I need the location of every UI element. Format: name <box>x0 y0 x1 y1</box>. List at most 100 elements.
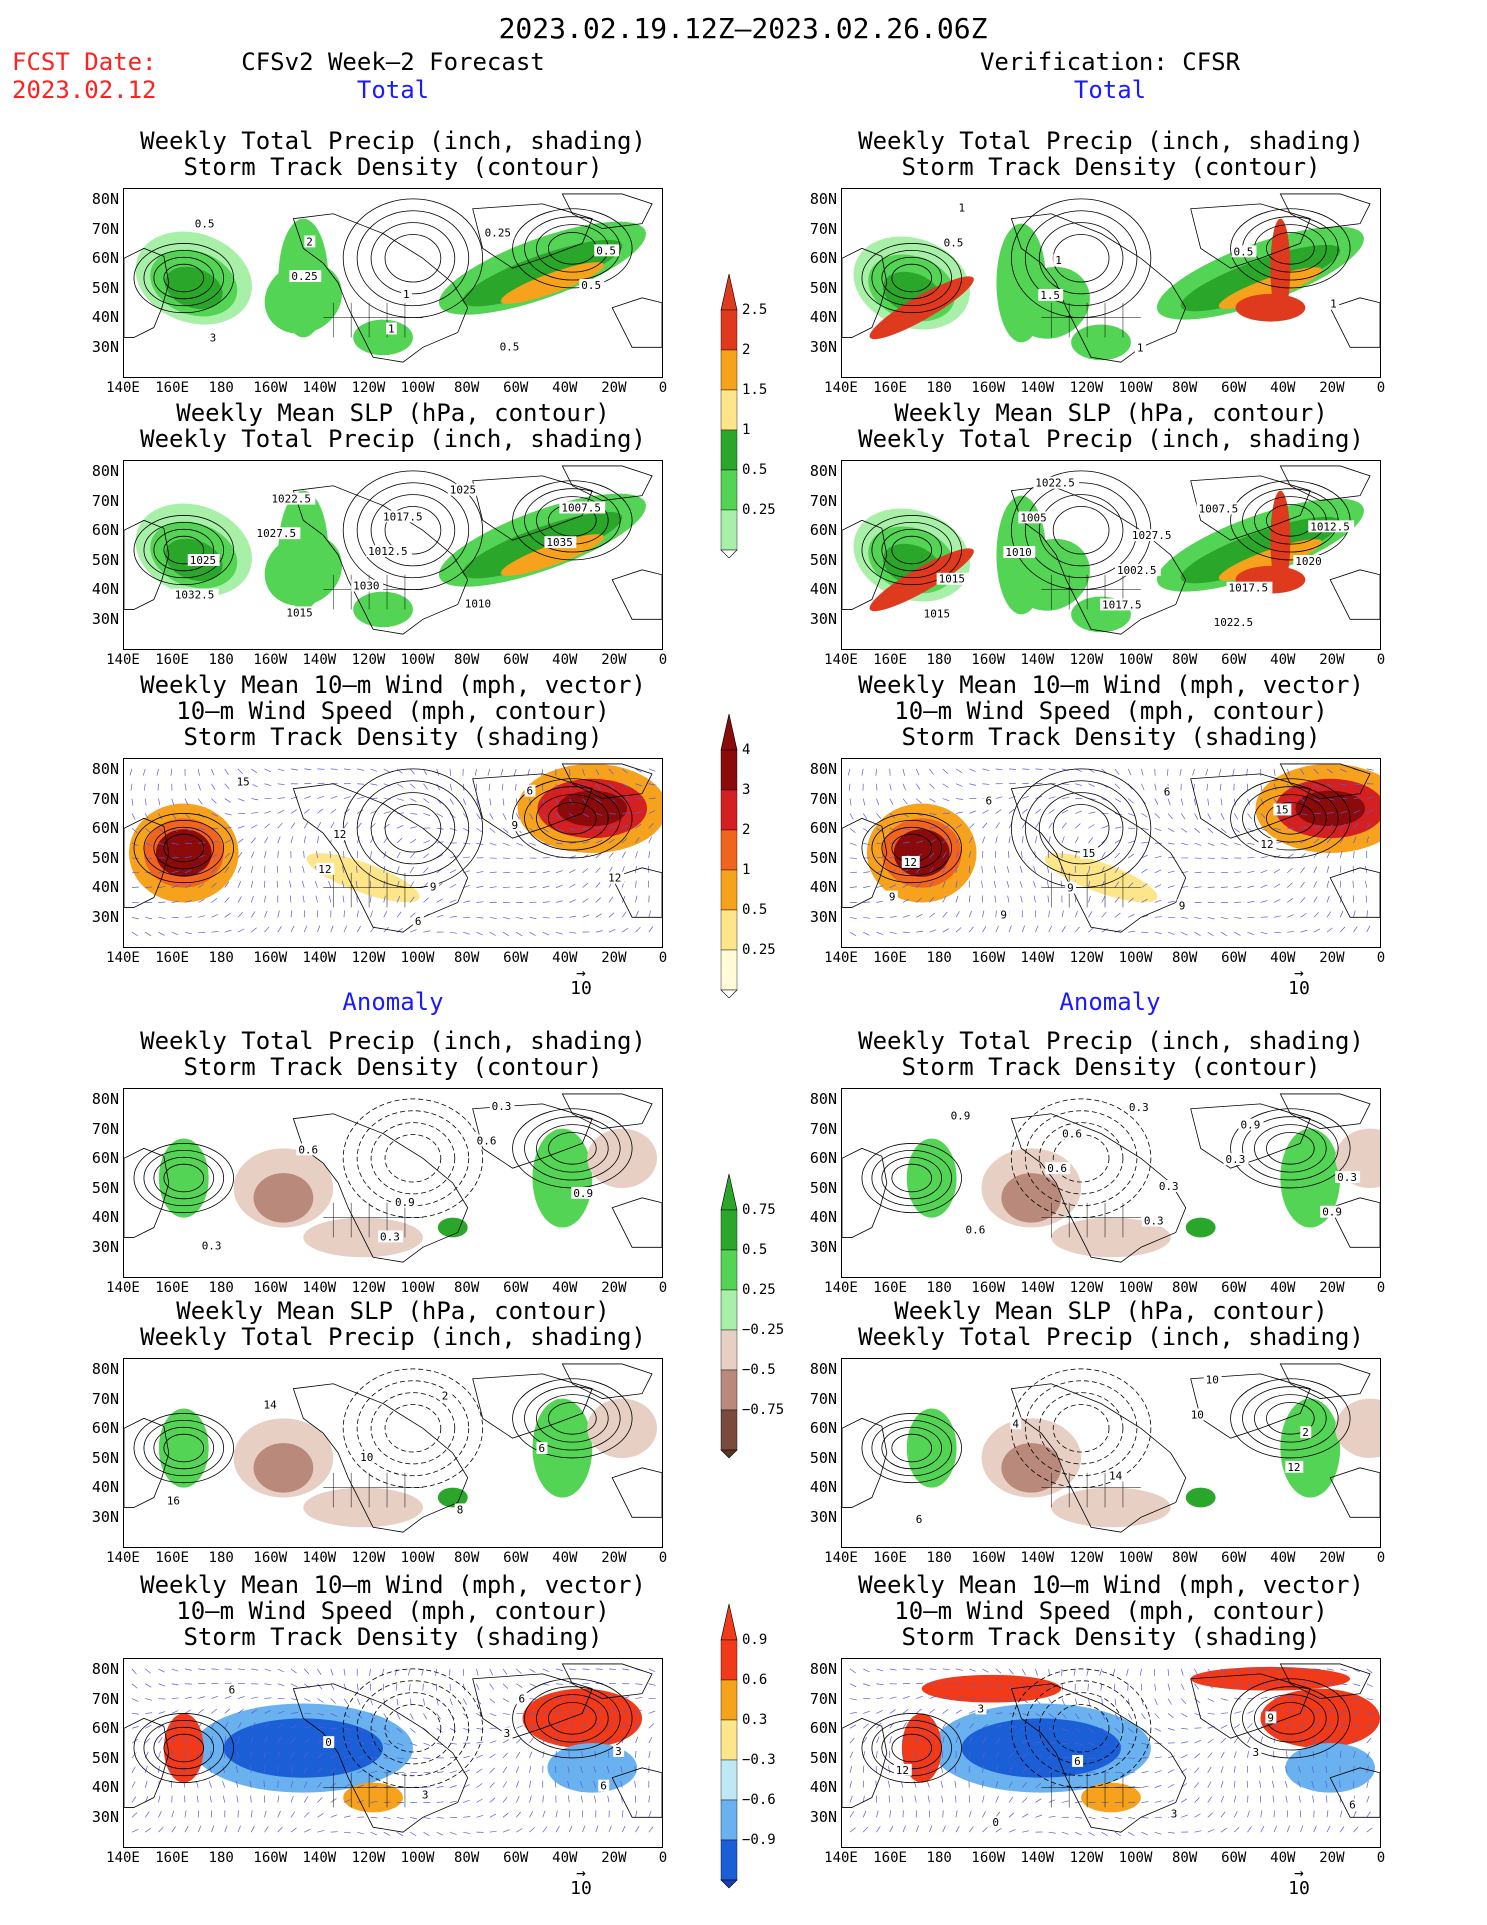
date-range-title: 2023.02.19.12Z–2023.02.26.06Z <box>498 12 988 45</box>
panel-title-p52: Weekly Mean SLP (hPa, contour) Weekly Tot… <box>858 1298 1364 1350</box>
contour-label: 1010 <box>465 597 491 610</box>
lat-label: 30N <box>809 338 837 356</box>
lat-label: 60N <box>809 819 837 838</box>
lon-label: 80W <box>1171 1280 1198 1296</box>
contour-label: 1015 <box>939 573 965 586</box>
map-panel-p52: 10 12 6 4 14 10 2 <box>841 1358 1381 1548</box>
lon-label: 0 <box>1376 652 1386 668</box>
lon-label: 20W <box>601 1280 627 1296</box>
lon-label: 180 <box>208 1280 234 1296</box>
right-anomaly-heading: Anomaly <box>1059 988 1161 1016</box>
panel-title-line: 10–m Wind Speed (mph, contour) <box>894 697 1328 725</box>
lat-label: 50N <box>809 1448 837 1467</box>
lon-label: 180 <box>208 950 234 966</box>
lon-label: 160E <box>155 1550 189 1566</box>
colorbar-label: 1 <box>742 862 751 878</box>
lon-label: 180 <box>926 1550 952 1566</box>
lon-label: 100W <box>400 1850 435 1866</box>
contour-label: 1012.5 <box>368 545 408 558</box>
lon-label: 100W <box>1118 950 1153 966</box>
vector-reference-value: 10 <box>570 978 592 999</box>
panel-title-line: Storm Track Density (shading) <box>183 1623 603 1651</box>
contour-label: 0.5 <box>195 218 215 231</box>
lat-label: 40N <box>91 878 119 897</box>
panel-title-line: Weekly Mean 10–m Wind (mph, vector) <box>858 1571 1364 1599</box>
lat-label: 40N <box>91 308 119 327</box>
contour-label: 0.3 <box>1226 1153 1246 1166</box>
contour-label: 1025 <box>190 554 216 567</box>
contour-label: 12 <box>1260 838 1273 851</box>
lon-label: 160E <box>155 1850 189 1866</box>
contour-label: 0.3 <box>380 1230 400 1243</box>
lat-label: 40N <box>809 1778 837 1797</box>
lon-label: 140E <box>824 380 858 396</box>
lon-label: 160E <box>873 652 907 668</box>
contour-label: 2 <box>442 1390 449 1403</box>
contour-label: 1020 <box>1295 555 1321 568</box>
contour-label: 12 <box>896 1764 909 1777</box>
lat-label: 80N <box>809 1660 837 1678</box>
lat-label: 30N <box>91 1808 119 1826</box>
map-plot-p12: 0.5 1.5 1 0.5 1 1 1 <box>842 193 1380 363</box>
lon-label: 160W <box>253 380 288 396</box>
panel-title-line: Weekly Mean SLP (hPa, contour) <box>894 1297 1328 1325</box>
lon-label: 100W <box>1118 1280 1153 1296</box>
lat-label: 50N <box>809 1178 837 1197</box>
contour-label: 1017.5 <box>383 510 423 523</box>
contour-label: 9 <box>1179 899 1186 912</box>
panel-title-p32: Weekly Mean 10–m Wind (mph, vector) 10–m … <box>858 672 1364 750</box>
map-plot-p62: 3 6 3 6 3 9 12 0 <box>842 1663 1380 1837</box>
lon-label: 160W <box>253 1550 288 1566</box>
contour-label: 3 <box>422 1789 429 1802</box>
lon-label: 100W <box>400 1280 435 1296</box>
contour-label: 0.25 <box>291 270 317 283</box>
left-anomaly-heading: Anomaly <box>342 988 444 1016</box>
lat-label: 70N <box>809 1119 837 1138</box>
map-panel-p22: 1010 1017.5 1007.5 1020 1015 1005 1002.5 1022.5… <box>841 460 1381 650</box>
lon-label: 180 <box>208 1550 234 1566</box>
lat-label: 80N <box>91 1090 119 1108</box>
lon-label: 80W <box>1171 1850 1198 1866</box>
lon-label: 40W <box>1270 1280 1296 1296</box>
contour-label: 1017.5 <box>1229 582 1269 595</box>
contour-label: 0.3 <box>492 1100 512 1113</box>
lon-label: 120W <box>351 1550 386 1566</box>
panel-title-p11: Weekly Total Precip (inch, shading) Storm… <box>140 128 646 180</box>
contour-label: 1022.5 <box>1035 477 1075 490</box>
lon-label: 160W <box>971 1550 1006 1566</box>
lon-label: 60W <box>1221 1550 1247 1566</box>
contour-label: 1015 <box>286 606 312 619</box>
lon-label: 160E <box>873 1850 907 1866</box>
contour-label: 1005 <box>1020 511 1046 524</box>
lon-label: 40W <box>1270 380 1296 396</box>
lon-label: 160W <box>253 1850 288 1866</box>
lon-label: 100W <box>1118 380 1153 396</box>
lon-label: 0 <box>1376 380 1386 396</box>
lon-label: 160E <box>873 380 907 396</box>
contour-label: 0.6 <box>298 1143 318 1156</box>
lat-label: 60N <box>91 521 119 540</box>
contour-label: 1030 <box>353 580 379 593</box>
lat-label: 40N <box>91 1778 119 1797</box>
lon-label: 80W <box>453 652 480 668</box>
lat-label: 50N <box>91 1448 119 1467</box>
lat-label: 60N <box>91 1419 119 1438</box>
lon-label: 180 <box>926 1280 952 1296</box>
lon-label: 20W <box>1319 380 1345 396</box>
lon-label: 100W <box>400 950 435 966</box>
lon-label: 120W <box>1069 1850 1104 1866</box>
lon-label: 80W <box>453 1280 480 1296</box>
contour-label: 8 <box>457 1503 464 1516</box>
lon-label: 160W <box>253 950 288 966</box>
map-panel-p32: 9 6 12 9 6 15 9 15 12 9 <box>841 758 1381 948</box>
contour-label: 3 <box>615 1745 622 1758</box>
contour-label: 9 <box>1267 1711 1274 1724</box>
map-panel-p12: 0.5 1.5 1 0.5 1 1 1 <box>841 188 1381 378</box>
lon-label: 140E <box>106 1850 140 1866</box>
contour-label: 1035 <box>546 536 572 549</box>
lat-label: 70N <box>809 1689 837 1708</box>
lat-label: 70N <box>91 1119 119 1138</box>
lat-label: 60N <box>91 249 119 268</box>
map-plot-p41: 0.3 0.6 0.9 0.3 0.6 0.9 0.3 <box>124 1093 662 1263</box>
lon-label: 40W <box>552 950 578 966</box>
